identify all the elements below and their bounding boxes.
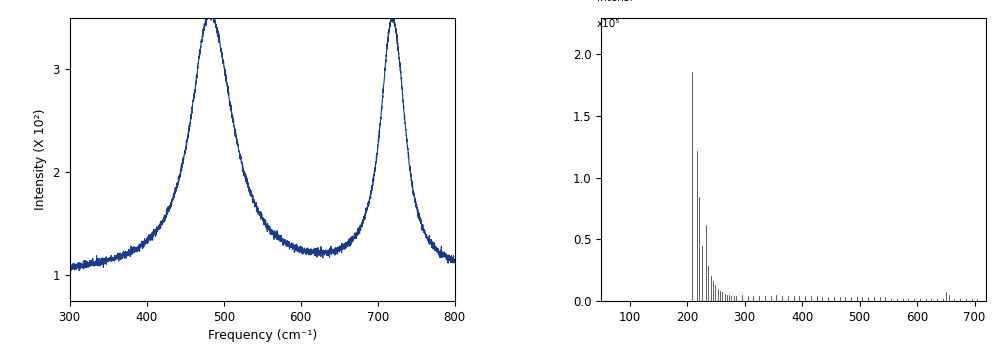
Text: Intens.: Intens. (598, 0, 632, 3)
X-axis label: Frequency (cm⁻¹): Frequency (cm⁻¹) (207, 329, 317, 342)
Y-axis label: Intensity (X 10²): Intensity (X 10²) (34, 108, 47, 210)
Text: x10⁵: x10⁵ (598, 19, 621, 29)
